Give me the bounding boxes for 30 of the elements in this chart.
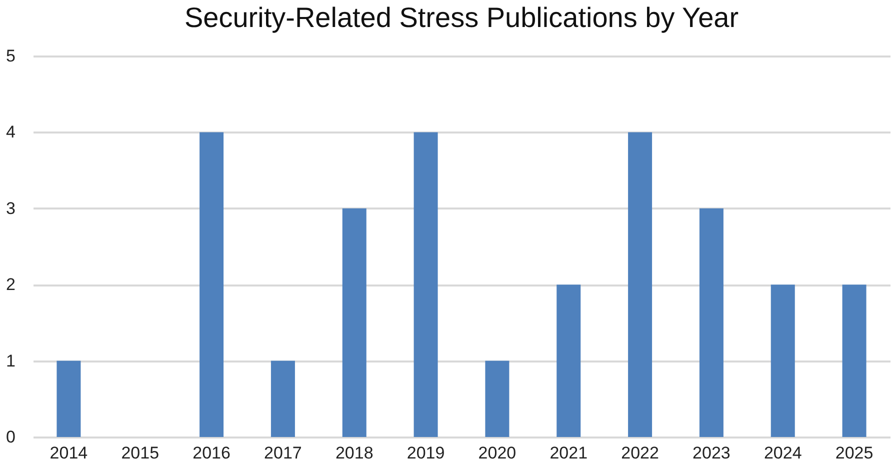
x-tick-label: 2019 bbox=[406, 444, 445, 462]
bar bbox=[270, 360, 295, 437]
x-tick-label: 2025 bbox=[835, 444, 874, 462]
x-tick-label: 2020 bbox=[478, 444, 516, 462]
y-tick-label: 5 bbox=[6, 46, 16, 66]
bar bbox=[770, 284, 795, 437]
bar bbox=[56, 360, 81, 437]
y-tick-label: 0 bbox=[6, 428, 16, 446]
x-tick-label: 2023 bbox=[692, 444, 730, 462]
y-tick-label: 3 bbox=[6, 198, 16, 218]
y-tick-label: 1 bbox=[6, 351, 16, 370]
x-tick-label: 2022 bbox=[621, 444, 659, 462]
chart-title: Security-Related Stress Publications by Year bbox=[184, 2, 739, 33]
bar bbox=[414, 132, 438, 437]
x-tick-label: 2014 bbox=[50, 444, 88, 462]
bar bbox=[200, 132, 224, 437]
x-tick-label: 2021 bbox=[550, 444, 588, 462]
x-tick-label: 2016 bbox=[192, 444, 230, 462]
x-tick-label: 2015 bbox=[121, 444, 160, 462]
x-tick-label: 2024 bbox=[764, 444, 802, 462]
bar bbox=[628, 132, 652, 437]
bar bbox=[842, 284, 866, 437]
bar bbox=[485, 360, 510, 437]
x-tick-label: 2017 bbox=[264, 444, 302, 462]
y-tick-label: 2 bbox=[6, 275, 16, 294]
bar bbox=[342, 208, 366, 437]
bar bbox=[699, 208, 724, 437]
bar bbox=[556, 284, 581, 437]
x-tick-label: 2018 bbox=[335, 444, 374, 462]
y-tick-label: 4 bbox=[6, 122, 16, 142]
